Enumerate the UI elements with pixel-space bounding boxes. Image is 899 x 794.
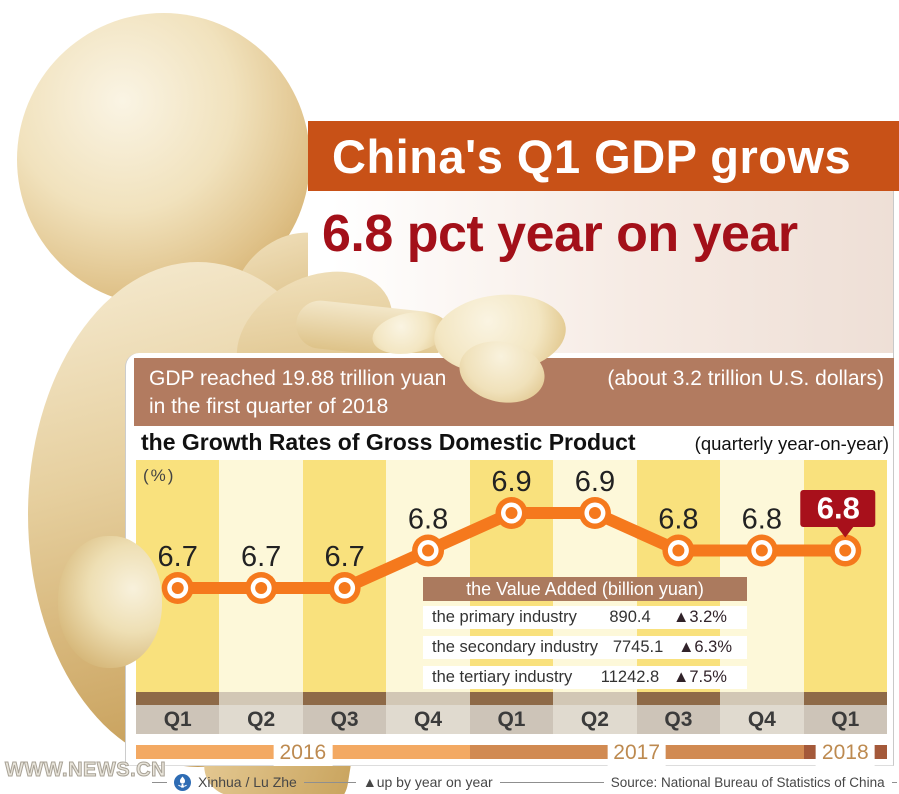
quarter-label: Q1 [136,705,220,734]
gdp-line-chart: 6.7 6.7 6.7 6.8 6.9 6.9 6.8 6.8 6.8 [158,466,876,604]
data-point-marker-core [171,582,184,594]
news-cn-watermark: WWW.NEWS.CN [4,759,167,782]
axis-strip-segment [636,692,721,705]
axis-strip-segment [720,692,804,705]
industry-label: the tertiary industry [432,668,573,686]
industry-change: ▲6.3% [678,638,733,656]
footer-credit: Xinhua / Lu Zhe [198,774,297,790]
highlight-badge-label: 6.8 [817,491,860,526]
chart-panel: GDP reached 19.88 trillion yuan in the f… [125,353,894,766]
footer-divider [152,781,167,783]
data-point-marker-core [755,544,768,557]
chart-title: the Growth Rates of Gross Domestic Produ… [141,429,636,455]
data-point-marker-core [338,582,351,594]
data-point-label: 6.9 [575,466,615,498]
industry-change: ▲7.5% [673,668,727,686]
gdp-summary-line2: in the first quarter of 2018 [149,395,389,418]
headline-line1: China's Q1 GDP grows [332,129,852,183]
year-label: 2016 [273,739,333,766]
value-added-table-header: the Value Added (billion yuan) [423,577,747,601]
year-label: 2018 [815,739,875,766]
footer-divider [499,781,604,783]
footer-credits: Xinhua / Lu Zhe ▲up by year on year Sour… [152,771,897,793]
value-added-table: the Value Added (billion yuan) the prima… [423,577,747,696]
table-row: the tertiary industry 11242.8 ▲7.5% [423,666,747,689]
axis-strip-segment [219,692,303,705]
quarter-label: Q4 [720,705,804,734]
table-row: the secondary industry 7745.1 ▲6.3% [423,636,747,659]
plot-area: (%) 6.7 6.7 6.7 6.8 6.9 6.9 6.8 6.8 6.8 the Valu… [136,460,887,692]
axis-strip-segment [386,692,470,705]
headline-line2: 6.8 pct year on year [322,205,798,263]
chart-subtitle: (quarterly year-on-year) [694,433,889,454]
quarter-label: Q1 [803,705,887,734]
industry-change: ▲3.2% [673,608,727,626]
industry-label: the primary industry [432,608,577,626]
xinhua-logo-icon [174,773,191,791]
industry-value: 11242.8 [600,668,660,686]
axis-strip-segment [302,692,387,705]
data-point-label: 6.7 [158,541,198,573]
data-point-label: 6.8 [742,504,782,536]
gdp-summary-usd: (about 3.2 trillion U.S. dollars) [607,367,884,390]
data-point-marker-core [255,582,268,594]
highlight-badge-pointer [837,527,854,538]
data-point-marker-core [672,544,685,557]
data-point-marker-core [839,544,852,557]
cartoon-figure-left-hand [58,536,162,668]
x-axis-strip [136,692,887,705]
data-point-marker-core [505,507,518,519]
footer-divider [303,781,356,783]
quarter-label: Q2 [219,705,303,734]
chart-title-row: the Growth Rates of Gross Domestic Produ… [141,429,889,459]
axis-strip-segment [803,692,887,705]
industry-label: the secondary industry [432,638,599,656]
footer-source: Source: National Bureau of Statistics of… [610,774,885,790]
data-point-marker-core [588,507,601,519]
data-point-label: 6.8 [658,504,698,536]
highlight-badge [800,490,876,527]
data-point-marker-core [422,544,435,557]
x-axis-year-bar: 2016 2017 2018 [136,739,887,766]
headline-bar: China's Q1 GDP grows [308,121,899,191]
quarter-label: Q2 [553,705,637,734]
table-row: the primary industry 890.4 ▲3.2% [423,606,747,629]
quarter-label: Q3 [636,705,721,734]
quarter-label: Q1 [469,705,554,734]
year-label: 2017 [607,739,667,766]
axis-strip-segment [136,692,220,705]
data-point-label: 6.7 [324,541,364,573]
axis-strip-segment [469,692,554,705]
data-point-label: 6.9 [491,466,531,498]
industry-value: 890.4 [609,608,651,626]
axis-strip-segment [553,692,637,705]
data-point-label: 6.7 [241,541,281,573]
industry-value: 7745.1 [612,638,664,656]
x-axis-quarter-labels: Q1 Q2 Q3 Q4 Q1 Q2 Q3 Q4 Q1 [136,705,887,734]
footer-divider [891,781,897,783]
quarter-label: Q4 [386,705,470,734]
gdp-summary-line1: GDP reached 19.88 trillion yuan [149,367,447,390]
quarter-label: Q3 [302,705,387,734]
value-added-table-body: the primary industry 890.4 ▲3.2% the second… [423,606,747,689]
y-unit-label: (%) [143,466,176,485]
footer-legend: ▲up by year on year [362,774,493,790]
data-point-label: 6.8 [408,504,448,536]
